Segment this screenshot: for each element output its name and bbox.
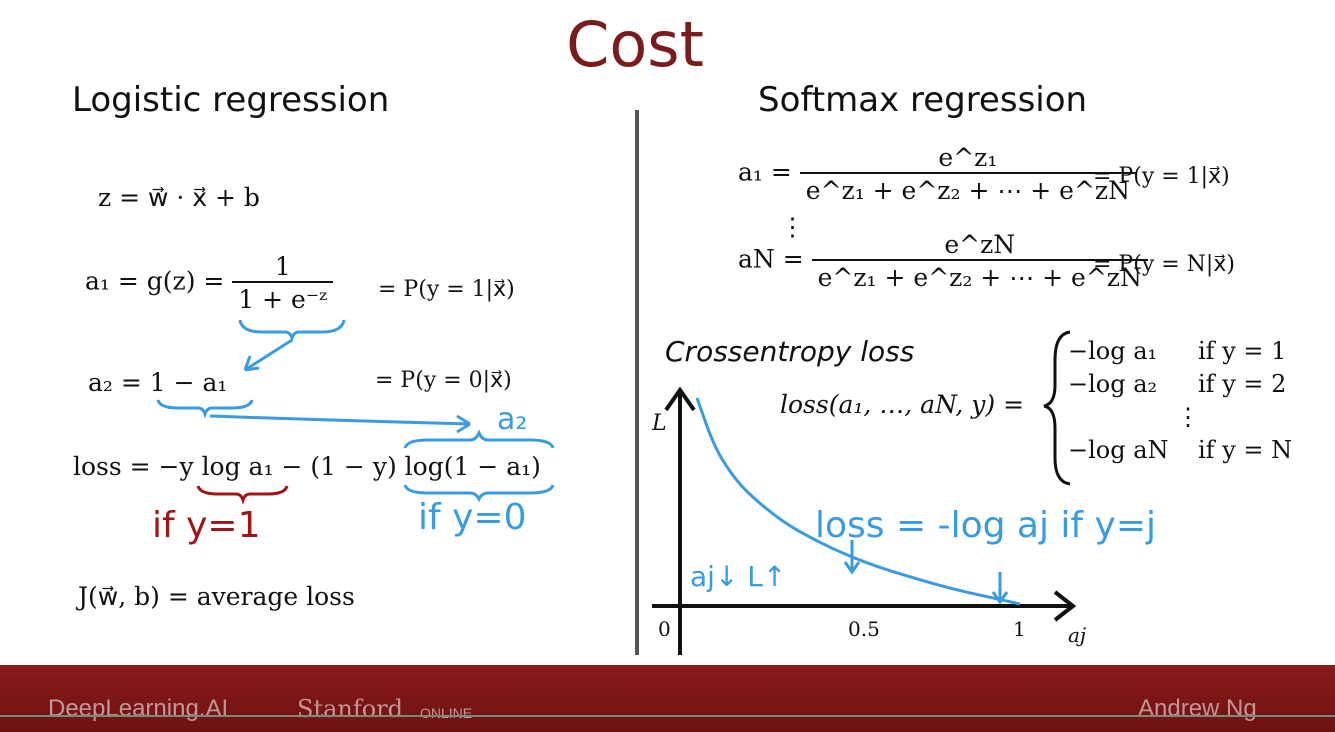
loss-case-expr: −log a₁ <box>1068 337 1158 365</box>
arrow-head-loss <box>456 414 471 434</box>
eq-a1-rhs: = P(y = 1|x⃗) <box>378 277 515 302</box>
arrow-to-a2 <box>244 338 293 372</box>
x-tick-0: 0 <box>658 617 671 641</box>
loss-lhs: loss(a₁, …, aN, y) = <box>780 390 1025 419</box>
loss-case-expr: ⋮ <box>1176 403 1200 431</box>
eq-softmax-a1-fraction: e^z₁ e^z₁ + e^z₂ + ⋯ + e^zN <box>799 143 1136 205</box>
eq-softmax-a1-num: e^z₁ <box>938 143 998 172</box>
loss-case-expr: −log aN <box>1068 436 1169 464</box>
author-name: Andrew Ng <box>1138 695 1257 722</box>
loss-curve <box>695 397 1021 606</box>
eq-softmax-aN-num: e^zN <box>944 230 1016 259</box>
eq-a1-lhs: a₁ = g(z) = <box>85 266 225 296</box>
eq-softmax-aN-lhs: aN = <box>738 244 804 274</box>
annotation-layer: L aj 0 0.5 1 <box>156 319 1086 655</box>
eq-a1-fraction: 1 1 + e⁻ᶻ <box>232 252 334 314</box>
loss-case-cond: if y = N <box>1198 436 1293 464</box>
eq-a1-den: 1 + e⁻ᶻ <box>232 281 334 314</box>
video-progress-bar[interactable] <box>0 715 1335 717</box>
eq-a2: a₂ = 1 − a₁ <box>88 368 228 397</box>
eq-softmax-aN-fraction: e^zN e^z₁ + e^z₂ + ⋯ + e^zN <box>811 230 1148 292</box>
loss-case-expr: −log a₂ <box>1068 370 1158 398</box>
note-if-y1: if y=1 <box>152 505 261 546</box>
note-if-y0: if y=0 <box>418 497 527 538</box>
arrow-a2-to-loss <box>209 414 471 426</box>
softmax-heading: Softmax regression <box>758 80 1088 120</box>
x-tick-1: 1 <box>1013 617 1026 641</box>
vertical-divider <box>635 110 639 655</box>
note-loss-log: loss = -log aj if y=j <box>815 505 1156 546</box>
eq-softmax-aN: aN = e^zN e^z₁ + e^z₂ + ⋯ + e^zN <box>738 230 1148 292</box>
eq-softmax-a1: a₁ = e^z₁ e^z₁ + e^z₂ + ⋯ + e^zN <box>738 143 1136 205</box>
loss-case-row: −log a₂ if y = 2 <box>1068 370 1308 403</box>
eq-softmax-a1-rhs: = P(y = 1|x⃗) <box>1093 164 1230 189</box>
arrow-loss-note <box>843 540 861 575</box>
eq-J: J(w⃗, b) = average loss <box>78 582 355 611</box>
vdots: ⋮ <box>780 212 805 241</box>
footer-bar: DeepLearning.AI Stanford ONLINE Andrew N… <box>0 665 1335 732</box>
x-axis-arrow <box>1053 590 1077 622</box>
eq-softmax-aN-rhs: = P(y = N|x⃗) <box>1093 252 1235 277</box>
brace-under-log <box>403 484 555 503</box>
crossentropy-heading: Crossentropy loss <box>665 335 915 368</box>
arrow-near-one <box>991 572 1009 605</box>
eq-softmax-a1-lhs: a₁ = <box>738 157 792 187</box>
brace-denominator <box>238 319 346 343</box>
note-a2: a₂ <box>497 402 528 437</box>
y-axis-label: L <box>651 411 667 436</box>
loss-case-row: −log a₁ if y = 1 <box>1068 337 1308 370</box>
brace-over-log <box>403 429 555 449</box>
eq-loss: loss = −y log a₁ − (1 − y) log(1 − a₁) <box>73 452 541 481</box>
chart: L aj 0 0.5 1 <box>651 386 1086 655</box>
slide: Cost Logistic regression z = w⃗ · x⃗ + b… <box>72 8 1308 655</box>
eq-a1-num: 1 <box>274 252 291 281</box>
cases-brace <box>1043 330 1071 486</box>
eq-z: z = w⃗ · x⃗ + b <box>98 183 260 212</box>
note-arrows: aj↓ L↑ <box>690 560 787 593</box>
brace-under-loga1 <box>196 485 289 505</box>
loss-case-cond: if y = 2 <box>1198 370 1287 398</box>
slide-title: Cost <box>566 8 704 81</box>
brand-stanford-online: ONLINE <box>420 705 473 721</box>
x-tick-0-5: 0.5 <box>848 617 880 641</box>
x-axis-label: aj <box>1068 623 1086 647</box>
arrow-head-a2 <box>243 355 260 372</box>
y-axis-arrow <box>664 386 696 412</box>
loss-cases: −log a₁ if y = 1 −log a₂ if y = 2 ⋮ −log aN if… <box>1068 337 1308 469</box>
loss-case-row: ⋮ <box>1068 403 1308 436</box>
logistic-heading: Logistic regression <box>72 80 390 120</box>
eq-softmax-aN-den: e^z₁ + e^z₂ + ⋯ + e^zN <box>811 259 1148 292</box>
eq-a1: a₁ = g(z) = 1 1 + e⁻ᶻ <box>85 252 334 314</box>
brand-deeplearning: DeepLearning.AI <box>48 695 229 722</box>
eq-a2-rhs: = P(y = 0|x⃗) <box>375 368 512 393</box>
loss-case-row: −log aN if y = N <box>1068 436 1308 469</box>
loss-case-cond: if y = 1 <box>1198 337 1287 365</box>
brace-a2 <box>156 399 254 419</box>
brand-stanford: Stanford <box>297 695 404 723</box>
eq-softmax-a1-den: e^z₁ + e^z₂ + ⋯ + e^zN <box>799 172 1136 205</box>
